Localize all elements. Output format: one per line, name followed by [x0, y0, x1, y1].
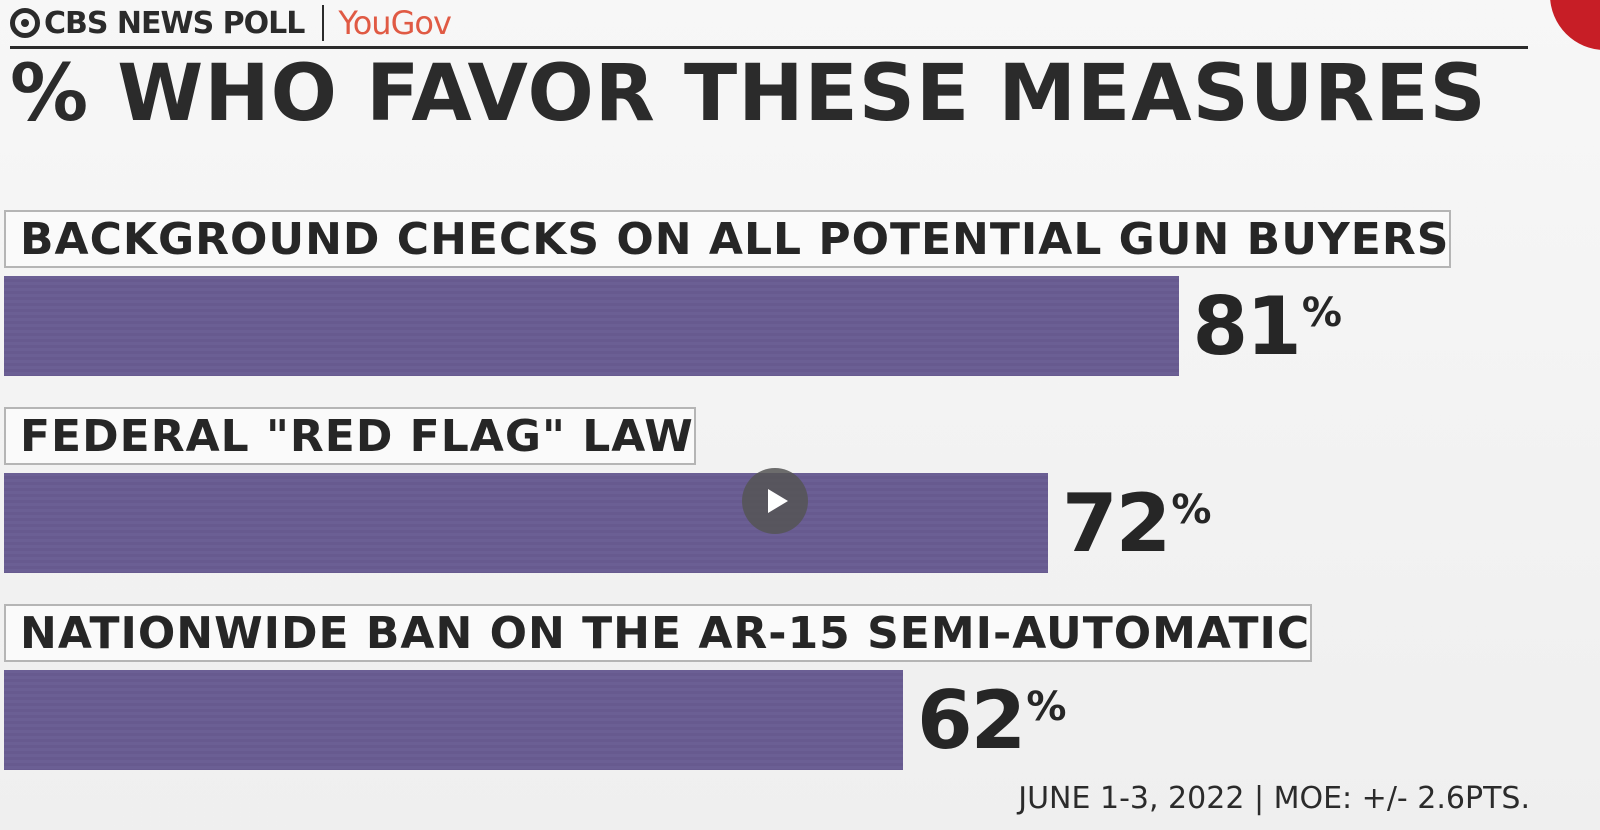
partner-label: YouGov [338, 4, 451, 42]
brand-label: CBS NEWS POLL [44, 5, 305, 41]
bar-label: BACKGROUND CHECKS ON ALL POTENTIAL GUN B… [4, 210, 1452, 268]
bar-label: FEDERAL "RED FLAG" LAW [4, 407, 696, 465]
play-icon[interactable] [742, 468, 808, 534]
header-rule [10, 46, 1528, 49]
corner-accent [1550, 0, 1600, 50]
chart-title: % WHO FAVOR THESE MEASURES [10, 49, 1487, 139]
bar-value-label: 62% [917, 673, 1067, 767]
cbs-eye-icon [10, 8, 40, 38]
bar-label: NATIONWIDE BAN ON THE AR-15 SEMI-AUTOMAT… [4, 604, 1313, 662]
bar [4, 473, 1048, 573]
bar [4, 670, 903, 770]
bar-value-label: 81% [1192, 279, 1342, 373]
poll-footnote: JUNE 1-3, 2022 | MOE: +/- 2.6PTS. [1018, 781, 1530, 816]
bar-value-label: 72% [1062, 476, 1212, 570]
poll-header: CBS NEWS POLL YouGov [10, 0, 452, 46]
bar [4, 276, 1179, 376]
header-divider [322, 5, 325, 41]
